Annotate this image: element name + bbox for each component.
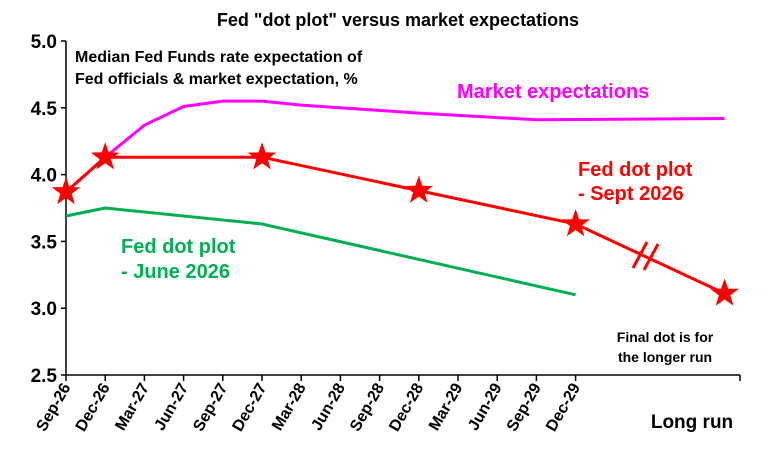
y-tick-label: 2.5 [31, 366, 58, 387]
x-tick-label: Dec-29 [543, 380, 584, 434]
chart-subtitle-line-2: Fed officials & market expectation, % [75, 71, 358, 88]
x-tick-label: Sep-28 [347, 380, 388, 434]
y-tick-label: 3.5 [31, 232, 58, 253]
star-marker [404, 175, 434, 203]
axis-break-slash-1 [631, 241, 649, 269]
y-tick-label: 4.0 [31, 166, 57, 187]
annotation-line-2: the longer run [618, 349, 712, 365]
annotation-line-1: Final dot is for [617, 329, 714, 345]
star-marker [247, 142, 277, 170]
series-line-2 [65, 206, 576, 297]
x-tick-label: Dec-28 [386, 380, 427, 434]
x-tick-label: Mar-28 [269, 380, 310, 433]
x-tick-label: Jun-29 [465, 380, 506, 433]
chart-subtitle-line-1: Median Fed Funds rate expectation of [75, 49, 363, 66]
y-tick-label: 4.5 [31, 99, 58, 120]
x-tick-label: Jun-28 [308, 380, 349, 433]
label-market-expectations: Market expectations [457, 81, 649, 103]
y-tick-label: 5.0 [31, 32, 57, 53]
axis-break-mark [631, 241, 660, 271]
x-axis-long-run-label: Long run [651, 412, 733, 433]
series-line-0 [65, 99, 725, 194]
star-marker [561, 209, 590, 237]
star-marker [710, 278, 739, 306]
label-june-2026-line-1: Fed dot plot [121, 236, 236, 258]
x-tick-label: Sep-29 [504, 380, 545, 434]
x-tick-label: Mar-27 [112, 380, 153, 433]
label-sept-2026-line-2: - Sept 2026 [578, 183, 684, 205]
label-sept-2026-line-1: Fed dot plot [578, 159, 693, 181]
star-marker [51, 177, 81, 205]
chart-title: Fed "dot plot" versus market expectation… [217, 10, 579, 30]
x-tick-label: Jun-27 [152, 380, 193, 433]
x-tick-label: Dec-26 [73, 380, 114, 434]
x-tick-label: Mar-29 [426, 380, 467, 433]
axis-break-slash-2 [642, 243, 660, 271]
x-tick-label: Dec-27 [229, 380, 270, 434]
x-tick-label: Sep-27 [190, 380, 231, 434]
marker-layer [51, 142, 739, 306]
x-tick-label: Sep-26 [34, 380, 75, 434]
label-june-2026-line-2: - June 2026 [121, 261, 230, 283]
star-marker [90, 142, 120, 170]
y-tick-label: 3.0 [31, 299, 57, 320]
